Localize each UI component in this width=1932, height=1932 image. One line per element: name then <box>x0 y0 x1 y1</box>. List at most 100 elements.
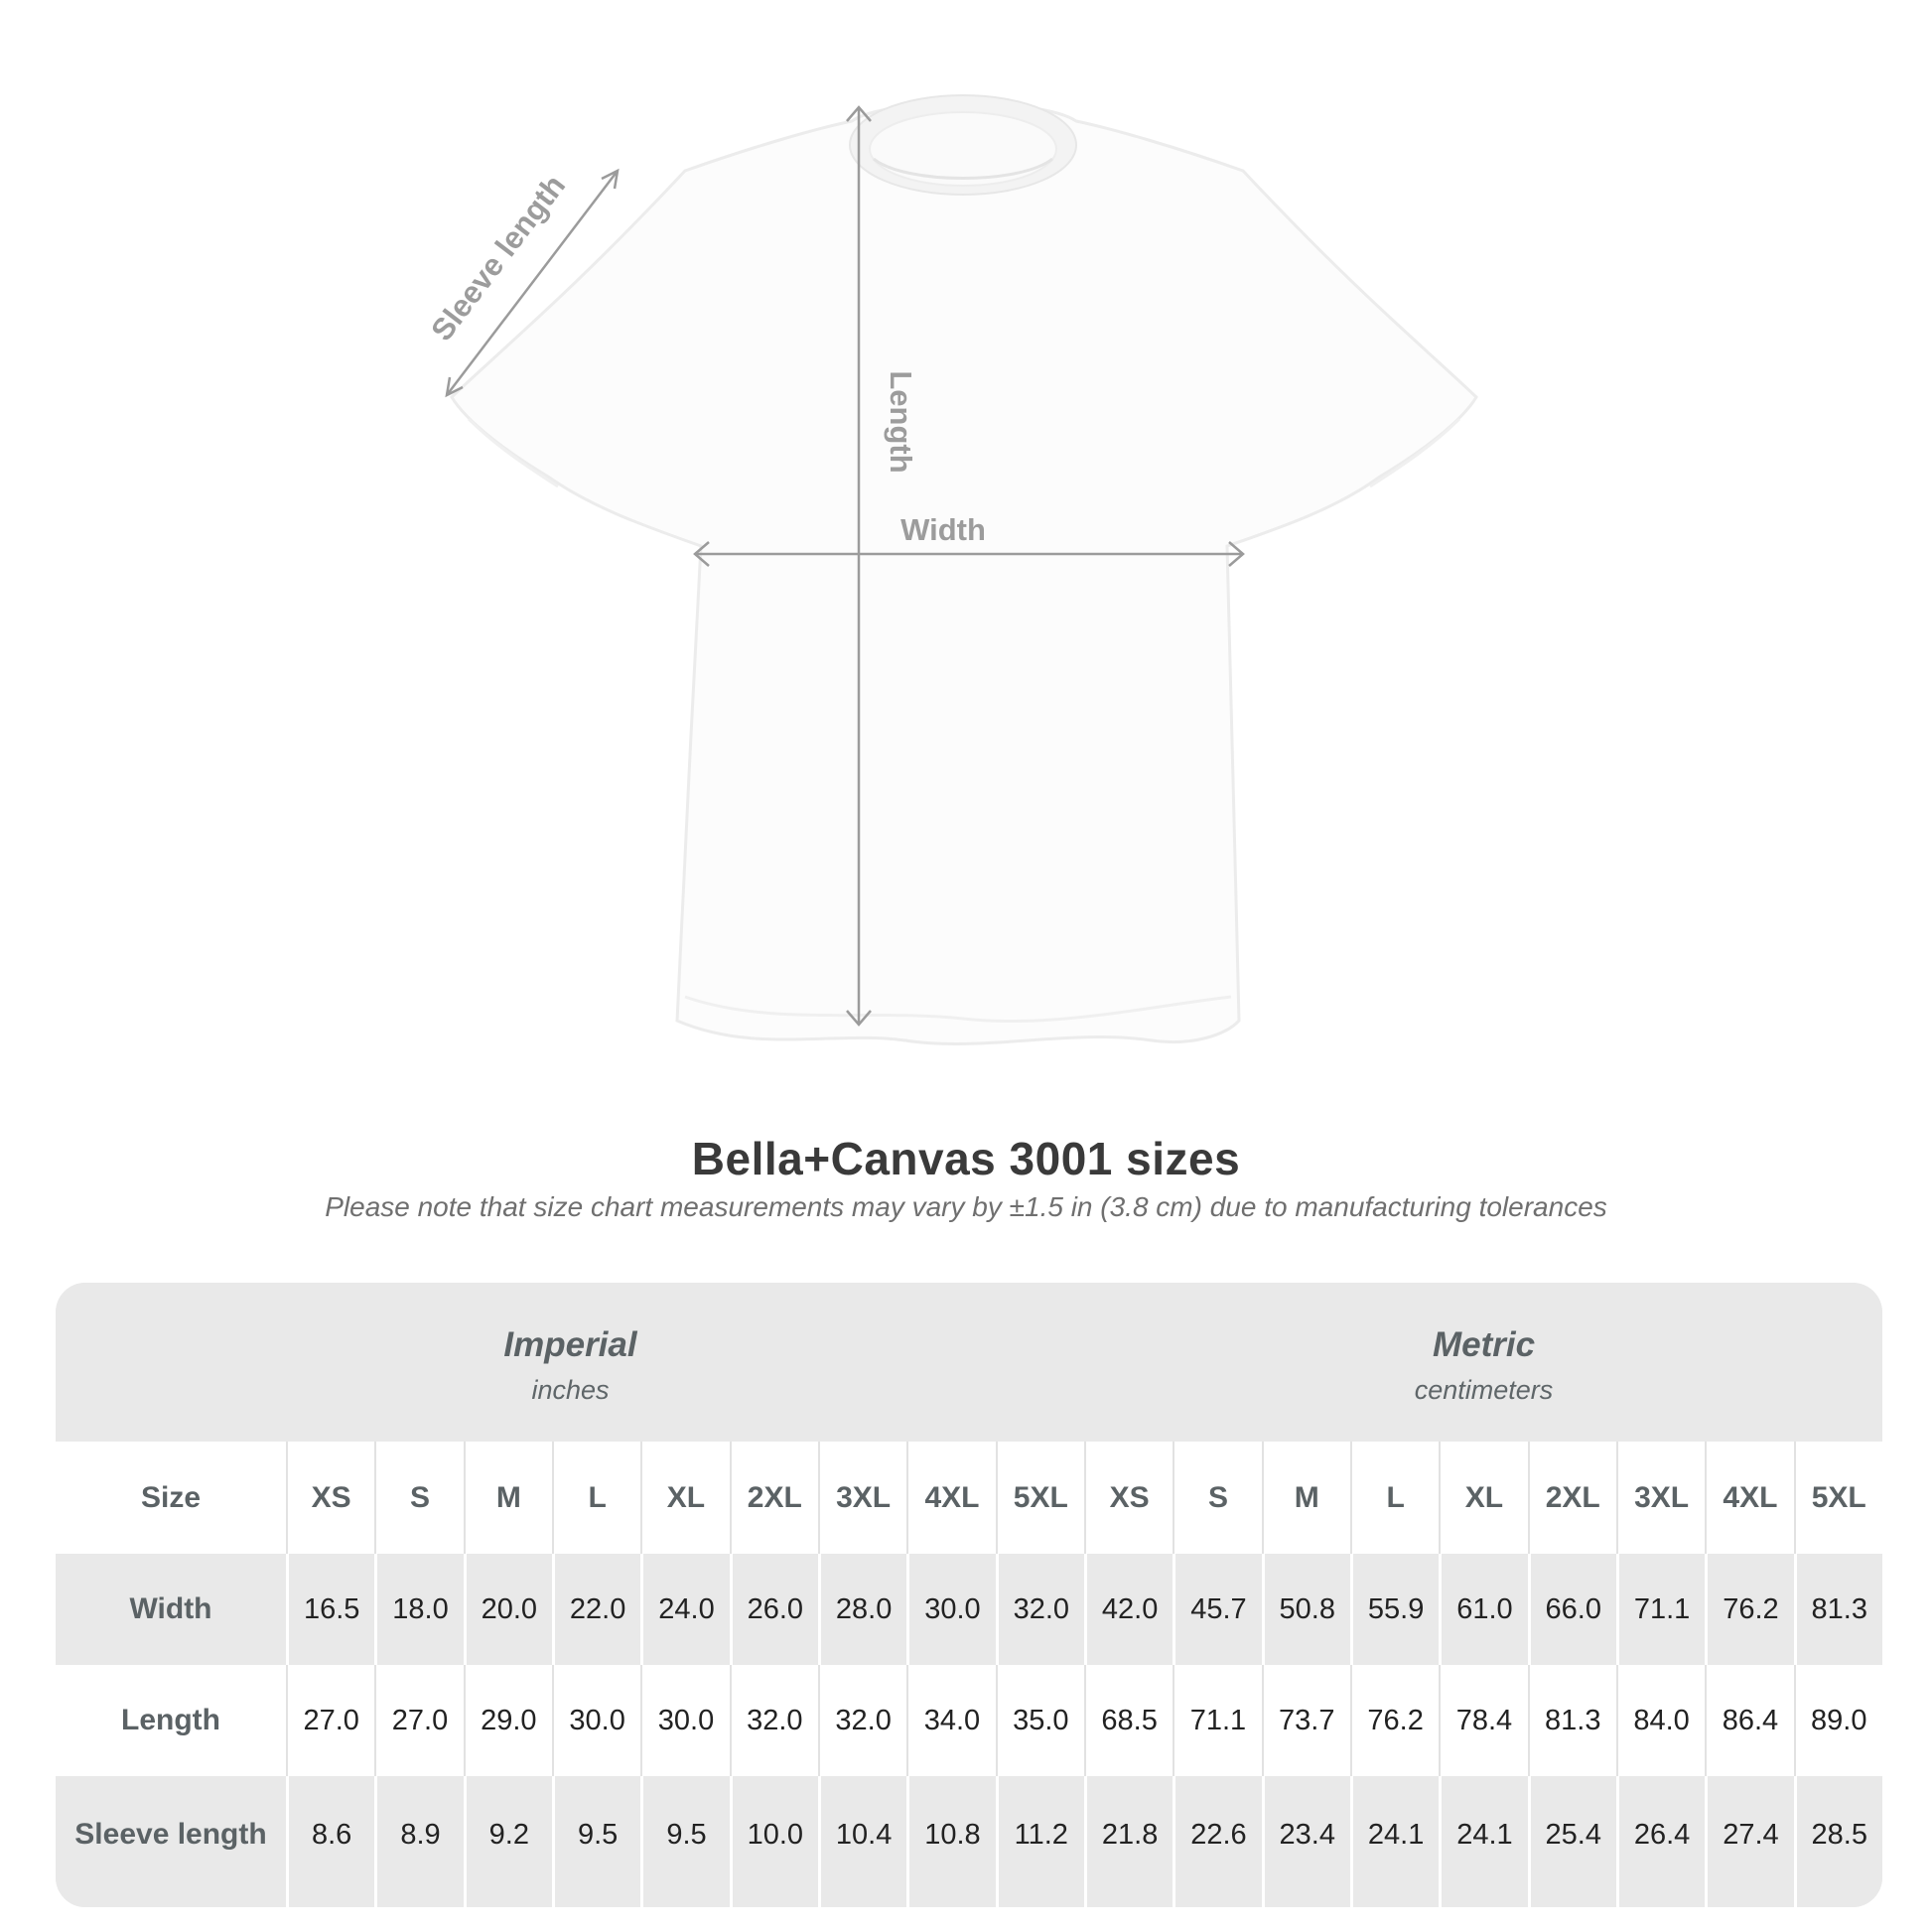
page-subtitle: Please note that size chart measurements… <box>325 1191 1607 1222</box>
imperial-size-header: L <box>551 1442 640 1554</box>
imperial-size-header: XS <box>286 1442 374 1554</box>
unit-group-row: Imperial inches Metric centimeters <box>56 1283 1882 1442</box>
sleeve-imperial-value: 9.5 <box>640 1776 729 1907</box>
tshirt-body <box>450 101 1478 1045</box>
length-imperial-value: 27.0 <box>374 1665 463 1776</box>
imperial-group-header: Imperial inches <box>56 1283 1085 1442</box>
imperial-size-header: 5XL <box>995 1442 1084 1554</box>
metric-size-header: 2XL <box>1527 1442 1616 1554</box>
metric-size-header: 3XL <box>1615 1442 1705 1554</box>
length-metric-value: 68.5 <box>1083 1665 1173 1776</box>
width-imperial-value: 24.0 <box>640 1554 729 1665</box>
metric-size-header: XS <box>1083 1442 1173 1554</box>
right-sleeve-hem <box>1369 417 1461 488</box>
width-metric-value: 55.9 <box>1349 1554 1439 1665</box>
sleeve-imperial-value: 9.5 <box>551 1776 640 1907</box>
sleeve-metric-value: 28.5 <box>1793 1776 1882 1907</box>
length-metric-value: 78.4 <box>1439 1665 1527 1776</box>
width-metric-value: 45.7 <box>1173 1554 1261 1665</box>
metric-group-header: Metric centimeters <box>1085 1283 1882 1442</box>
sleeve-metric-value: 22.6 <box>1173 1776 1261 1907</box>
length-label: Length <box>884 370 918 473</box>
sleeve-imperial-value: 10.0 <box>729 1776 818 1907</box>
page-title: Bella+Canvas 3001 sizes <box>691 1133 1241 1184</box>
width-label: Width <box>900 512 986 547</box>
row-label-width: Width <box>129 1592 212 1625</box>
sleeve-imperial-value: 8.6 <box>286 1776 374 1907</box>
collar-inner-shadow <box>873 157 1053 180</box>
width-arrow <box>693 541 1245 567</box>
row-label-length: Length <box>121 1704 220 1736</box>
length-imperial-value: 29.0 <box>463 1665 552 1776</box>
sleeve-metric-value: 25.4 <box>1527 1776 1616 1907</box>
imperial-size-header: S <box>374 1442 463 1554</box>
metric-size-header: M <box>1261 1442 1350 1554</box>
length-imperial-value: 35.0 <box>995 1665 1084 1776</box>
length-imperial-value: 34.0 <box>906 1665 995 1776</box>
width-imperial-value: 18.0 <box>374 1554 463 1665</box>
width-imperial-value: 30.0 <box>906 1554 995 1665</box>
sleeve-metric-value: 23.4 <box>1261 1776 1350 1907</box>
width-metric-value: 76.2 <box>1705 1554 1793 1665</box>
imperial-label: Imperial <box>503 1324 637 1364</box>
length-imperial-value: 32.0 <box>817 1665 906 1776</box>
imperial-size-header: XL <box>640 1442 729 1554</box>
row-label-sleeve-length: Sleeve length <box>74 1818 267 1851</box>
length-metric-value: 84.0 <box>1615 1665 1705 1776</box>
collar-opening <box>869 111 1057 187</box>
length-row: Length 27.0 27.0 29.0 30.0 30.0 32.0 32.… <box>56 1665 1882 1776</box>
length-metric-value: 71.1 <box>1173 1665 1261 1776</box>
width-imperial-value: 28.0 <box>817 1554 906 1665</box>
width-imperial-value: 22.0 <box>551 1554 640 1665</box>
size-header-row: Size XS S M L XL 2XL 3XL 4XL 5XL XS S M … <box>56 1442 1882 1554</box>
length-metric-value: 89.0 <box>1793 1665 1882 1776</box>
left-sleeve-hem <box>467 417 559 488</box>
width-imperial-value: 16.5 <box>286 1554 374 1665</box>
metric-size-header: S <box>1173 1442 1261 1554</box>
sleeve-imperial-value: 8.9 <box>374 1776 463 1907</box>
width-metric-value: 71.1 <box>1615 1554 1705 1665</box>
length-imperial-value: 32.0 <box>729 1665 818 1776</box>
sleeve-length-arrow <box>445 168 620 398</box>
length-imperial-value: 30.0 <box>640 1665 729 1776</box>
sleeve-metric-value: 24.1 <box>1439 1776 1527 1907</box>
width-metric-value: 61.0 <box>1439 1554 1527 1665</box>
length-imperial-value: 30.0 <box>551 1665 640 1776</box>
length-arrow <box>846 105 872 1027</box>
imperial-size-header: 2XL <box>729 1442 818 1554</box>
length-imperial-value: 27.0 <box>286 1665 374 1776</box>
width-metric-value: 66.0 <box>1527 1554 1616 1665</box>
tshirt-measurement-diagram: Sleeve length Length Width <box>424 94 1478 1045</box>
sleeve-imperial-value: 11.2 <box>995 1776 1084 1907</box>
metric-size-header: 4XL <box>1705 1442 1793 1554</box>
sleeve-imperial-value: 10.8 <box>906 1776 995 1907</box>
width-metric-value: 50.8 <box>1261 1554 1350 1665</box>
length-metric-value: 81.3 <box>1527 1665 1616 1776</box>
metric-label: Metric <box>1432 1324 1536 1364</box>
sleeve-imperial-value: 9.2 <box>463 1776 552 1907</box>
imperial-unit-label: inches <box>531 1374 610 1405</box>
sleeve-metric-value: 21.8 <box>1083 1776 1173 1907</box>
width-imperial-value: 26.0 <box>729 1554 818 1665</box>
imperial-size-header: 3XL <box>817 1442 906 1554</box>
metric-size-header: XL <box>1439 1442 1527 1554</box>
width-row: Width 16.5 18.0 20.0 22.0 24.0 26.0 28.0… <box>56 1554 1882 1665</box>
imperial-size-header: M <box>463 1442 552 1554</box>
sleeve-metric-value: 26.4 <box>1615 1776 1705 1907</box>
metric-size-header: L <box>1349 1442 1439 1554</box>
size-table: Imperial inches Metric centimeters Size … <box>56 1283 1882 1907</box>
length-metric-value: 73.7 <box>1261 1665 1350 1776</box>
imperial-size-header: 4XL <box>906 1442 995 1554</box>
metric-size-header: 5XL <box>1793 1442 1882 1554</box>
width-metric-value: 81.3 <box>1793 1554 1882 1665</box>
size-header-cell: Size <box>140 1480 202 1514</box>
bottom-hem-stitch <box>684 995 1232 1024</box>
sleeve-imperial-value: 10.4 <box>817 1776 906 1907</box>
metric-unit-label: centimeters <box>1414 1374 1554 1405</box>
width-imperial-value: 32.0 <box>995 1554 1084 1665</box>
sleeve-metric-value: 24.1 <box>1349 1776 1439 1907</box>
length-metric-value: 86.4 <box>1705 1665 1793 1776</box>
sleeve-metric-value: 27.4 <box>1705 1776 1793 1907</box>
width-metric-value: 42.0 <box>1083 1554 1173 1665</box>
